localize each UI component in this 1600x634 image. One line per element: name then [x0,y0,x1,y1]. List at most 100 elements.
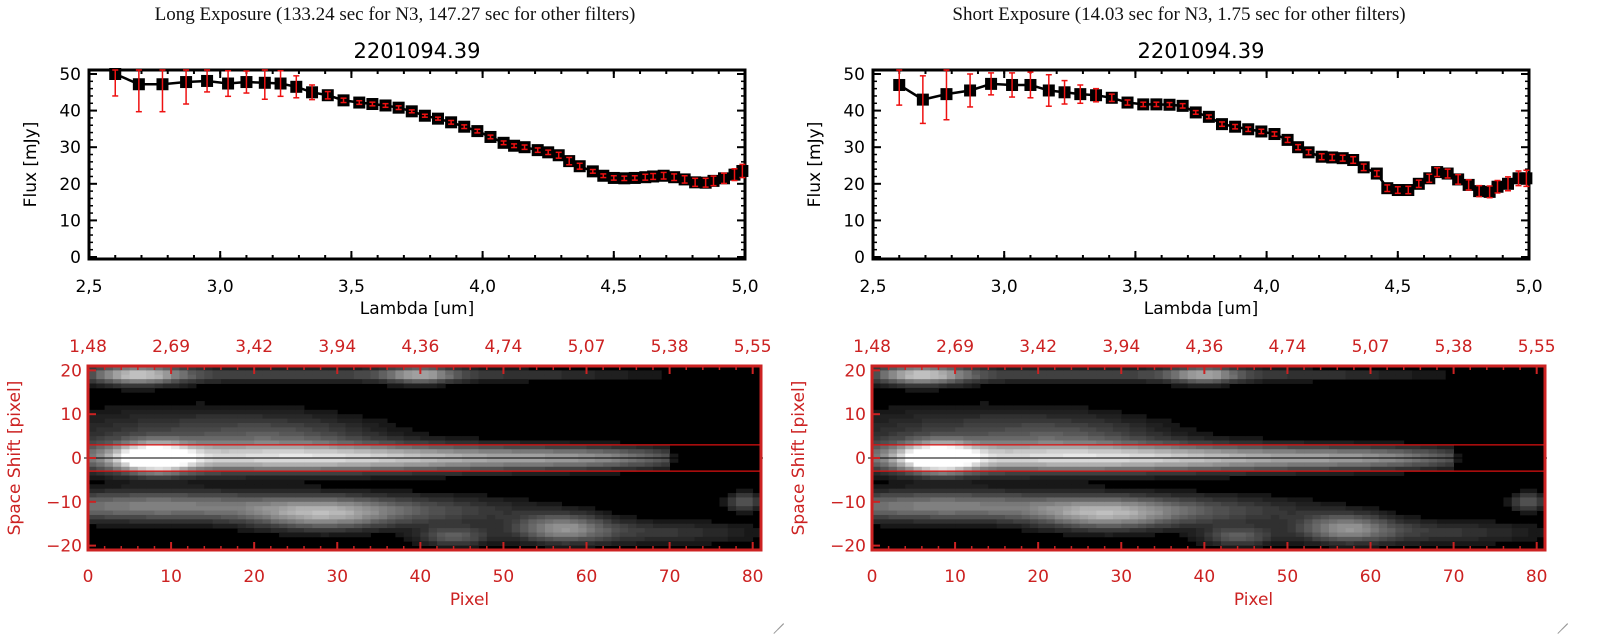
image-pixel [1204,383,1214,389]
image-pixel [237,453,247,459]
image-pixel [971,523,981,529]
image-pixel [112,440,122,446]
image-pixel [930,466,939,472]
image-pixel [353,458,363,463]
image-pixel [1004,374,1014,380]
image-pixel [1096,409,1106,415]
image-pixel [1328,444,1338,450]
image-pixel [486,366,496,371]
image-pixel [1179,475,1189,481]
image-pixel [996,444,1006,450]
image-pixel [461,444,471,450]
image-pixel [644,370,654,376]
image-pixel [1312,449,1322,455]
image-pixel [171,466,180,472]
image-pixel [137,479,147,485]
image-pixel [1038,370,1047,376]
image-pixel [395,497,405,503]
image-pixel [503,370,513,376]
image-pixel [370,422,380,428]
image-pixel [1046,510,1056,516]
image-pixel [270,379,280,384]
image-pixel [1196,431,1205,437]
image-pixel [1129,471,1139,476]
image-pixel [337,431,346,437]
image-pixel [880,466,890,472]
image-pixel [1187,506,1197,511]
image-pixel [1013,414,1022,419]
image-pixel [1079,523,1089,529]
image-pixel [461,510,471,516]
image-pixel [461,501,471,507]
long-exposure-header: Long Exposure (133.24 sec for N3, 147.27… [154,4,636,25]
image-pixel [320,497,330,503]
image-pixel [196,379,205,384]
image-pixel [370,510,380,516]
image-pixel [520,501,529,507]
image-pixel [1353,440,1363,446]
image-pixel [1071,497,1081,503]
image-pixel [403,370,413,376]
image-pixel [1146,431,1155,437]
x-tick-label: 20 [243,567,265,587]
image-pixel [196,519,205,525]
image-pixel [88,514,97,520]
image-pixel [971,431,981,437]
image-pixel [578,374,587,380]
image-pixel [628,449,637,455]
image-pixel [428,514,438,520]
image-pixel [988,462,998,468]
image-pixel [619,370,629,376]
image-pixel [187,514,197,520]
image-pixel [669,528,679,533]
image-pixel [1112,431,1122,437]
image-pixel [270,449,280,455]
image-pixel [1104,466,1114,472]
image-pixel [644,519,654,525]
image-pixel [677,523,687,529]
image-pixel [478,506,488,511]
image-pixel [553,528,562,533]
image-pixel [254,475,263,481]
image-pixel [1063,458,1072,463]
image-pixel [1104,440,1114,446]
image-pixel [1254,510,1263,516]
image-pixel [1503,497,1513,503]
image-pixel [905,471,914,476]
image-pixel [470,462,479,468]
image-pixel [905,493,914,498]
image-pixel [96,493,106,498]
image-pixel [1312,514,1322,520]
image-pixel [955,479,964,485]
image-pixel [1254,379,1263,384]
resize-grip-icon[interactable] [770,610,784,634]
image-pixel [362,514,371,520]
image-pixel [1245,528,1255,533]
image-pixel [1345,444,1355,450]
image-pixel [661,462,671,468]
image-pixel [1029,523,1039,529]
image-pixel [1137,458,1147,463]
error-bar [1179,102,1186,109]
image-pixel [896,418,906,424]
image-pixel [112,414,122,419]
image-pixel [279,514,288,520]
image-pixel [254,488,263,494]
image-pixel [1021,501,1031,507]
image-pixel [312,374,322,380]
image-pixel [1536,501,1546,507]
image-pixel [1046,471,1056,476]
image-pixel [295,370,305,376]
image-pixel [520,370,529,376]
image-pixel [304,418,313,424]
image-pixel [470,466,479,472]
image-pixel [561,532,571,538]
image-pixel [1378,536,1388,542]
image-pixel [980,479,989,485]
resize-grip-icon[interactable] [1554,610,1568,634]
image-pixel [270,488,280,494]
image-pixel [661,528,671,533]
image-pixel [320,414,330,419]
image-pixel [204,510,214,516]
image-pixel [569,523,579,529]
